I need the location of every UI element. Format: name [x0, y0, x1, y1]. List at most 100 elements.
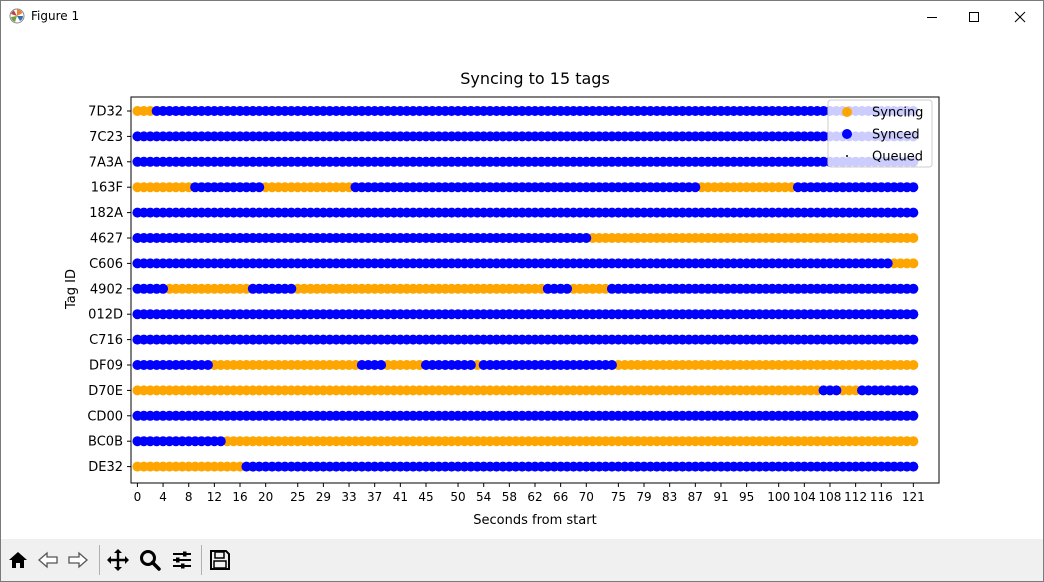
- data-point-synced: [562, 283, 573, 294]
- data-point-synced: [465, 360, 476, 370]
- pan-icon: [107, 549, 129, 571]
- x-axis-label: Seconds from start: [473, 513, 596, 528]
- data-point-synced: [831, 385, 842, 396]
- x-tick-label: 45: [418, 490, 433, 504]
- configure-subplots-button[interactable]: [169, 547, 195, 573]
- x-tick-label: 50: [450, 490, 465, 504]
- figure-canvas[interactable]: Syncing to 15 tags Seconds from start Ta…: [1, 32, 1043, 539]
- y-axis-ticks: 7D32 7C23 7A3A 163F 182A 4627 C606 4902 012D C716…: [87, 105, 131, 475]
- data-point-synced: [908, 182, 919, 193]
- data-point-synced: [882, 258, 893, 269]
- forward-arrow-icon: [68, 551, 88, 569]
- data-point-synced: [158, 283, 169, 294]
- close-icon: [1014, 11, 1026, 22]
- x-tick-label: 33: [341, 490, 356, 504]
- x-tick-label: 8: [185, 490, 193, 504]
- legend-label-synced: Synced: [872, 128, 920, 143]
- forward-button[interactable]: [65, 547, 91, 573]
- data-point-syncing: [908, 258, 919, 269]
- y-tick-label: 7A3A: [89, 155, 123, 170]
- x-tick-label: 87: [688, 490, 703, 504]
- x-tick-label: 66: [553, 490, 568, 504]
- data-point-synced: [606, 360, 617, 370]
- zoom-icon: [140, 550, 161, 571]
- x-tick-label: 116: [870, 490, 893, 504]
- x-tick-label: 20: [258, 490, 273, 504]
- data-point-synced: [581, 233, 592, 243]
- title-bar: Figure 1: [1, 1, 1043, 32]
- y-tick-label: 4627: [90, 232, 123, 247]
- x-tick-label: 79: [636, 490, 651, 504]
- x-axis-ticks: 0 4 8 12 16 20 25 29 33 37 41 45 50 54 58 62 66 70 75 79 83 8…: [134, 483, 925, 504]
- maximize-icon: [969, 11, 979, 22]
- plot-marks: [132, 106, 919, 472]
- x-tick-label: 0: [134, 490, 142, 504]
- x-tick-label: 62: [527, 490, 542, 504]
- legend-label-syncing: Syncing: [872, 106, 923, 121]
- x-tick-label: 83: [662, 490, 677, 504]
- pan-button[interactable]: [105, 547, 131, 573]
- close-button[interactable]: [997, 1, 1043, 32]
- matplotlib-logo-icon: [9, 8, 25, 24]
- x-tick-label: 12: [207, 490, 222, 504]
- data-point-synced: [908, 207, 919, 218]
- x-tick-label: 37: [367, 490, 382, 504]
- data-point-synced: [908, 334, 919, 345]
- legend-marker-queued: [846, 155, 848, 157]
- scatter-chart: Syncing to 15 tags Seconds from start Ta…: [64, 69, 940, 528]
- x-tick-label: 4: [159, 490, 167, 504]
- x-tick-label: 29: [316, 490, 331, 504]
- y-tick-label: CD00: [87, 409, 123, 424]
- data-point-synced: [376, 360, 387, 370]
- maximize-button[interactable]: [951, 1, 997, 32]
- x-tick-label: 95: [739, 490, 754, 504]
- x-tick-label: 54: [476, 490, 491, 504]
- x-tick-label: 108: [819, 490, 842, 504]
- data-point-synced: [202, 360, 213, 370]
- home-icon: [9, 552, 27, 568]
- data-point-synced: [908, 461, 919, 472]
- legend: Syncing Synced Queued: [827, 99, 933, 168]
- data-point-synced: [286, 283, 297, 294]
- y-tick-label: BC0B: [88, 435, 123, 450]
- legend-box: [827, 99, 933, 168]
- home-button[interactable]: [5, 547, 31, 573]
- x-tick-label: 41: [393, 490, 408, 504]
- navigation-toolbar: [1, 539, 1043, 581]
- chart-title: Syncing to 15 tags: [460, 69, 610, 88]
- x-tick-label: 16: [232, 490, 247, 504]
- y-tick-label: 4902: [90, 282, 123, 297]
- x-tick-label: 121: [902, 490, 925, 504]
- y-tick-label: 182A: [89, 206, 123, 221]
- y-tick-label: 012D: [88, 308, 123, 323]
- x-tick-label: 104: [793, 490, 816, 504]
- y-tick-label: 7C23: [89, 130, 123, 145]
- minimize-button[interactable]: [909, 1, 955, 32]
- save-button[interactable]: [207, 547, 233, 573]
- x-tick-label: 112: [844, 490, 867, 504]
- data-point-synced: [215, 436, 226, 447]
- x-tick-label: 25: [290, 490, 305, 504]
- x-tick-label: 100: [767, 490, 790, 504]
- data-point-syncing: [908, 233, 919, 243]
- y-axis-label: Tag ID: [64, 269, 79, 310]
- window-title: Figure 1: [31, 9, 80, 23]
- y-tick-label: D70E: [88, 384, 123, 399]
- legend-marker-synced: [842, 129, 852, 139]
- configure-subplots-icon: [173, 551, 191, 569]
- data-point-synced: [908, 309, 919, 320]
- x-tick-label: 58: [502, 490, 517, 504]
- minimize-icon: [927, 16, 937, 18]
- y-tick-label: 7D32: [88, 105, 123, 120]
- data-point-synced: [908, 385, 919, 396]
- data-point-synced: [690, 182, 701, 193]
- x-tick-label: 75: [611, 490, 626, 504]
- back-button[interactable]: [35, 547, 61, 573]
- save-icon: [210, 550, 230, 570]
- back-arrow-icon: [38, 551, 58, 569]
- zoom-button[interactable]: [137, 547, 163, 573]
- y-tick-label: DF09: [89, 359, 123, 374]
- data-point-syncing: [908, 436, 919, 447]
- data-point-synced: [908, 283, 919, 294]
